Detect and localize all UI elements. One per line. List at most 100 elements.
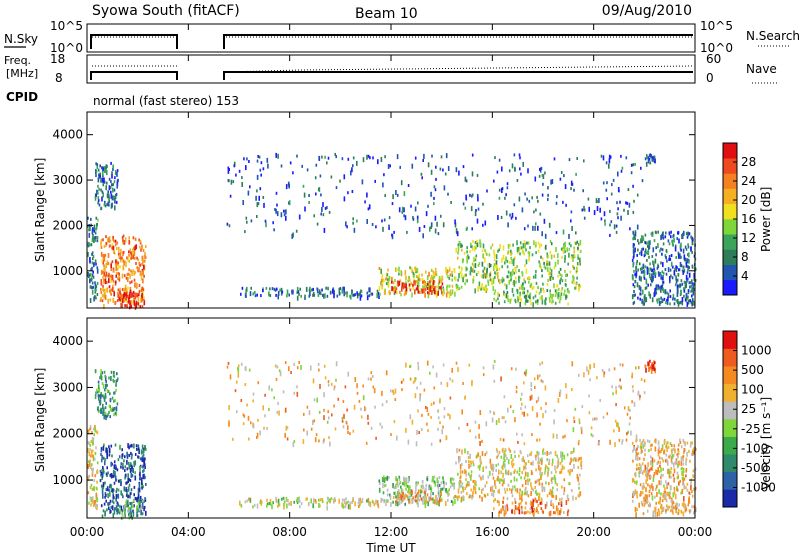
x-tick-label: 00:00 [70, 525, 105, 539]
data-cell [349, 432, 351, 436]
data-cell [506, 265, 509, 269]
data-cell [514, 256, 516, 260]
data-cell [129, 300, 131, 306]
data-cell [571, 489, 573, 493]
data-cell [113, 239, 115, 243]
data-cell [490, 278, 493, 284]
data-cell [497, 215, 499, 220]
data-cell [107, 471, 109, 475]
data-cell [114, 205, 116, 211]
data-cell [476, 218, 479, 224]
data-cell [262, 167, 265, 171]
data-cell [620, 154, 622, 158]
colorbar-segment [723, 366, 737, 385]
data-cell [430, 415, 432, 419]
data-cell [641, 485, 644, 489]
data-cell [479, 239, 481, 245]
data-cell [408, 499, 411, 503]
data-cell [521, 490, 523, 496]
data-cell [112, 408, 114, 412]
data-cell [524, 488, 526, 494]
noise-left-label: N.Sky [4, 32, 38, 46]
data-cell [524, 243, 526, 249]
data-cell [462, 277, 464, 283]
data-cell [493, 258, 496, 262]
data-cell [458, 426, 460, 430]
data-cell [659, 461, 661, 465]
data-cell [676, 237, 678, 241]
data-cell [667, 493, 670, 497]
data-cell [108, 237, 110, 243]
data-cell [459, 464, 462, 470]
data-cell [544, 299, 547, 305]
data-cell [650, 455, 652, 459]
data-cell [99, 174, 101, 178]
data-cell [635, 451, 638, 457]
data-cell [567, 509, 570, 513]
data-cell [109, 473, 112, 477]
data-cell [434, 228, 437, 234]
data-cell [396, 154, 399, 160]
data-cell [234, 389, 237, 393]
data-cell [665, 499, 668, 503]
data-cell [513, 509, 516, 515]
data-cell [534, 454, 537, 458]
data-cell [682, 468, 685, 473]
data-cell [143, 457, 145, 463]
data-cell [115, 406, 118, 412]
data-cell [378, 294, 380, 299]
data-cell [503, 457, 505, 461]
data-cell [106, 193, 109, 199]
data-cell [661, 457, 663, 461]
data-cell [403, 497, 406, 501]
data-cell [112, 286, 114, 292]
data-cell [557, 292, 560, 297]
data-cell [669, 496, 671, 499]
data-cell [657, 230, 659, 234]
data-cell [573, 266, 575, 270]
data-cell [122, 298, 124, 304]
data-cell [110, 161, 112, 165]
data-cell [100, 297, 102, 300]
data-cell [574, 286, 576, 290]
data-cell [546, 283, 549, 286]
data-cell [428, 271, 430, 277]
freq-left-tick-top: 18 [50, 52, 65, 66]
data-cell [579, 491, 582, 497]
data-cell [418, 498, 420, 502]
data-cell [123, 287, 126, 293]
data-cell [103, 177, 105, 183]
data-cell [689, 459, 691, 463]
data-cell [543, 218, 546, 224]
data-cell [469, 429, 471, 433]
data-cell [420, 428, 423, 431]
data-cell [530, 451, 533, 455]
data-cell [442, 480, 445, 484]
data-cell [99, 469, 102, 473]
data-cell [408, 487, 410, 493]
data-cell [280, 164, 283, 168]
data-cell [386, 488, 389, 492]
data-cell [679, 301, 681, 305]
data-cell [433, 499, 436, 505]
data-cell [674, 246, 677, 252]
data-cell [413, 498, 416, 502]
data-cell [137, 493, 140, 499]
data-cell [138, 290, 141, 294]
data-cell [129, 467, 132, 473]
data-cell [274, 288, 277, 292]
data-cell [437, 490, 440, 496]
data-cell [101, 294, 104, 298]
data-cell [259, 187, 262, 191]
data-cell [333, 387, 336, 391]
data-cell [139, 475, 141, 479]
data-cell [416, 482, 418, 486]
data-cell [124, 260, 127, 264]
data-cell [532, 512, 534, 516]
data-cell [393, 486, 395, 490]
data-cell [429, 287, 431, 293]
data-cell [534, 386, 536, 389]
data-cell [132, 236, 135, 240]
data-cell [639, 394, 641, 398]
data-cell [367, 154, 370, 158]
